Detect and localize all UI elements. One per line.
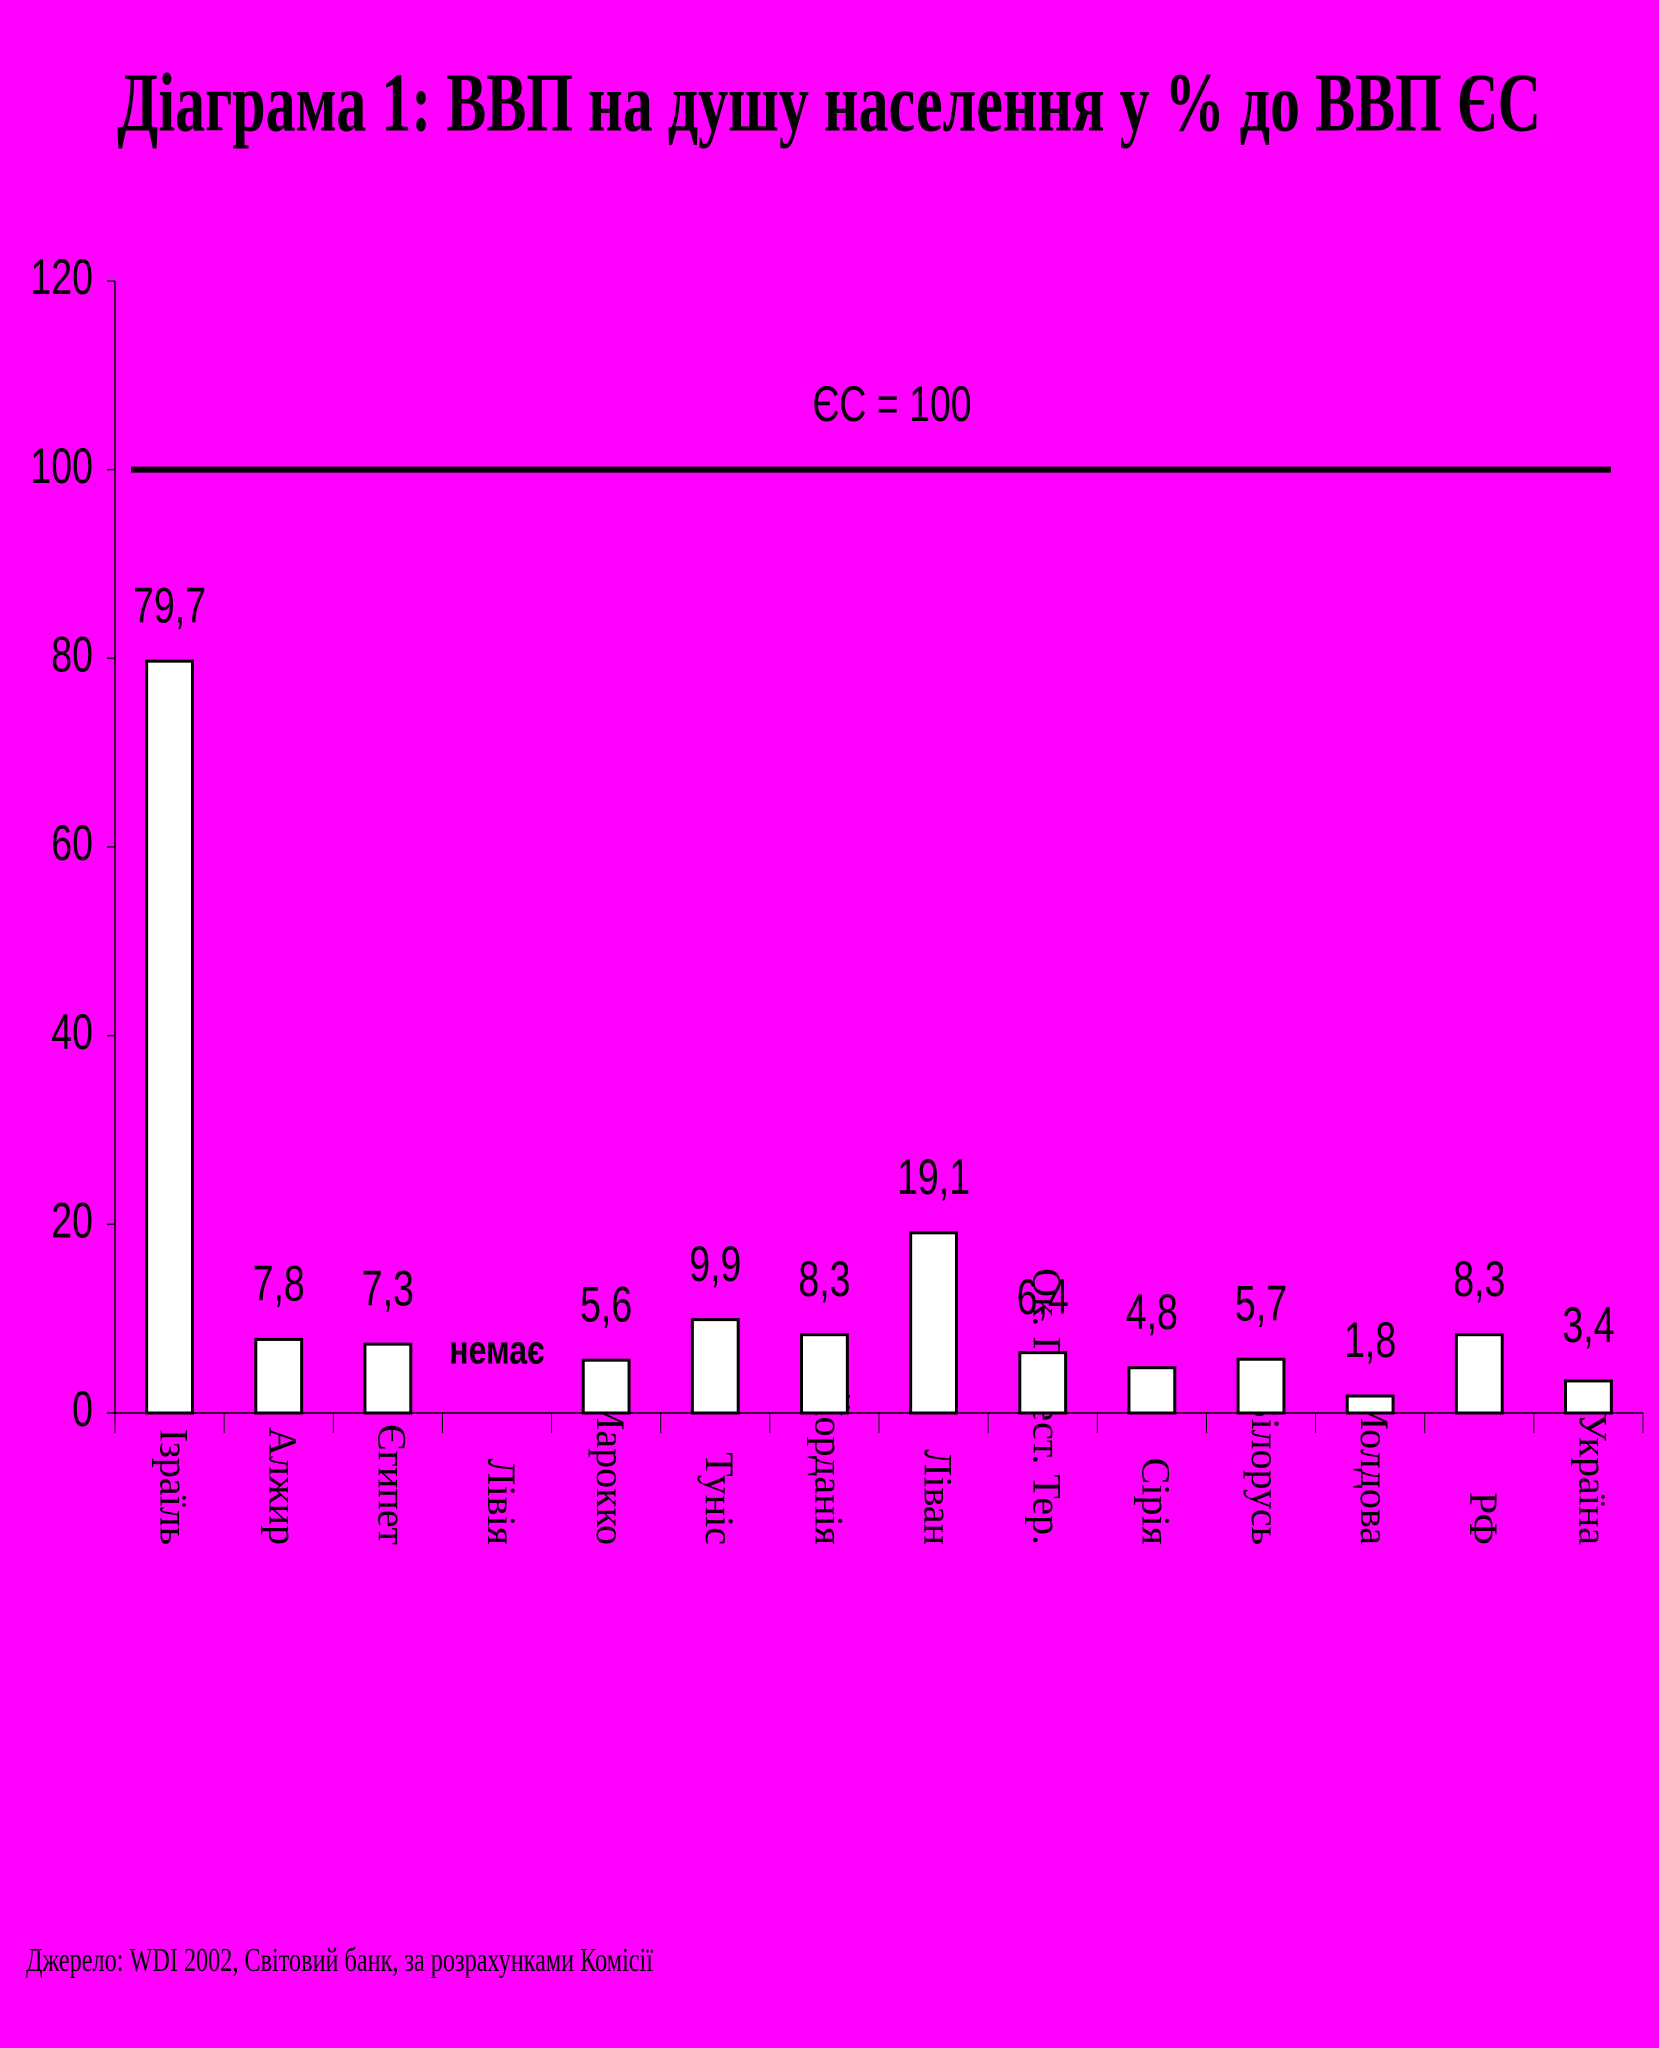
bar xyxy=(1454,1333,1504,1415)
y-tick-label: 80 xyxy=(51,627,93,682)
bar xyxy=(145,659,194,1415)
x-tick-label: Лівія xyxy=(479,1458,524,1545)
value-label: 5,7 xyxy=(1235,1276,1287,1331)
y-tick-label: 40 xyxy=(51,1005,93,1060)
x-tick-label: Ізраїль xyxy=(151,1429,196,1545)
x-tick-label: Сірія xyxy=(1134,1458,1179,1545)
x-tick-label: Білорусь xyxy=(1243,1395,1288,1545)
chart-title: Діаграма 1: ВВП на душу населення у % до… xyxy=(117,56,1541,149)
x-tick-label: Єгипет xyxy=(370,1424,415,1545)
bar xyxy=(690,1318,740,1415)
x-tick-label: Ліван xyxy=(915,1449,960,1545)
x-tick-label: Молдова xyxy=(1352,1395,1397,1546)
bar xyxy=(1127,1366,1177,1415)
y-tick-label: 100 xyxy=(30,439,93,494)
x-tick-label: Марокко xyxy=(588,1395,633,1545)
bar xyxy=(363,1342,413,1415)
value-label: 7,8 xyxy=(253,1257,305,1312)
bar xyxy=(909,1231,958,1415)
value-label: 8,3 xyxy=(798,1252,850,1307)
y-tick-label: 120 xyxy=(30,250,93,305)
value-label: 9,9 xyxy=(689,1237,741,1292)
x-tick-label: Україна xyxy=(1570,1413,1615,1546)
value-label: 4,8 xyxy=(1126,1285,1178,1340)
value-label: 6,4 xyxy=(1017,1270,1069,1325)
value-label: 8,3 xyxy=(1453,1252,1505,1307)
value-label: 3,4 xyxy=(1562,1298,1614,1353)
value-label: 1,8 xyxy=(1344,1313,1396,1368)
bar xyxy=(1018,1351,1068,1415)
bar xyxy=(800,1333,849,1415)
value-label: 7,3 xyxy=(362,1261,414,1316)
value-label: 79,7 xyxy=(133,578,206,633)
x-tick-label: РФ xyxy=(1461,1492,1506,1545)
y-tick-label: 0 xyxy=(72,1382,93,1437)
bar xyxy=(1236,1357,1286,1415)
no-data-label: немає xyxy=(449,1327,544,1372)
source-note: Джерело: WDI 2002, Світовий банк, за роз… xyxy=(26,1942,653,1979)
bar xyxy=(1564,1379,1613,1415)
x-tick-label: Туніс xyxy=(697,1452,742,1545)
reference-label: ЄС = 100 xyxy=(812,377,971,432)
y-tick-label: 20 xyxy=(51,1193,93,1248)
value-label: 19,1 xyxy=(897,1150,970,1205)
bar xyxy=(254,1337,304,1415)
bar xyxy=(581,1358,631,1415)
value-label: 5,6 xyxy=(580,1277,632,1332)
bar xyxy=(1345,1394,1395,1415)
y-tick-label: 60 xyxy=(51,816,93,871)
x-tick-label: Алжир xyxy=(261,1427,306,1545)
